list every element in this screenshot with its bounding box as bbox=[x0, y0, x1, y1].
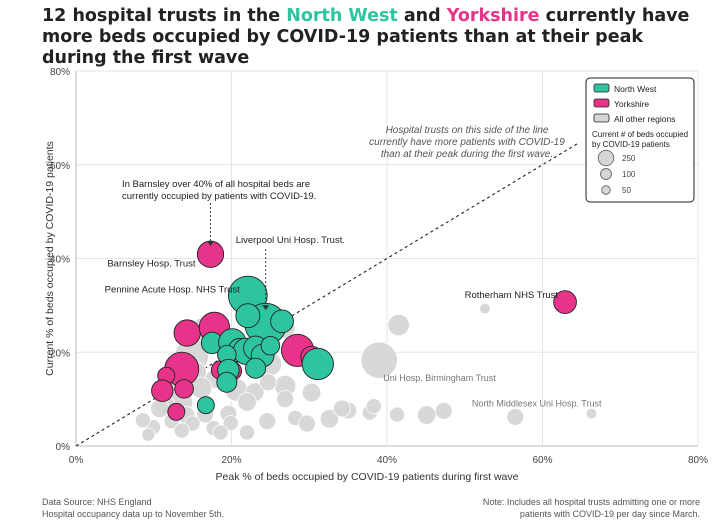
legend-size-label: 250 bbox=[622, 154, 636, 163]
data-point-other bbox=[150, 398, 170, 419]
data-point-other bbox=[259, 373, 277, 392]
y-tick-label: 40% bbox=[50, 255, 70, 266]
data-point-other bbox=[298, 414, 316, 433]
barnsley-note-line-1: In Barnsley over 40% of all hospital bed… bbox=[122, 179, 310, 190]
reference-line-note-2: currently have more patients with COVID-… bbox=[369, 137, 565, 148]
chart-title: 12 hospital trusts in the North West and… bbox=[42, 6, 712, 69]
reference-line-note-1: Hospital trusts on this side of the line bbox=[386, 125, 549, 136]
point-label: Rotherham NHS Trust bbox=[465, 290, 559, 301]
x-tick-label: 60% bbox=[532, 455, 552, 466]
scatter-chart: 0% 20% 40% 60% 80% 0% 20% 40% 60% 80% Peak % of be… bbox=[44, 67, 708, 483]
title-part-1: 12 hospital trusts in the bbox=[42, 6, 287, 26]
note-line-2: patients with COVID-19 per day since Mar… bbox=[519, 509, 700, 519]
y-tick-label: 60% bbox=[50, 161, 70, 172]
legend-label: All other regions bbox=[614, 114, 675, 124]
barnsley-note-line-2: currently occupied by patients with COVI… bbox=[122, 191, 316, 202]
data-point-other bbox=[258, 412, 277, 431]
liverpool-arrow-head bbox=[262, 305, 270, 311]
legend-swatch-yorkshire bbox=[593, 98, 610, 108]
data-point-other bbox=[506, 408, 525, 426]
data-point-yorkshire bbox=[174, 379, 194, 399]
y-axis-label: Current % of beds occupied by COVID-19 p… bbox=[44, 141, 56, 376]
data-point-other bbox=[416, 405, 437, 425]
legend-size-title-2: by COVID-19 patients bbox=[592, 140, 670, 149]
legend-label: Yorkshire bbox=[614, 99, 649, 109]
barnsley-arrow-head bbox=[207, 241, 215, 246]
data-point-other bbox=[237, 392, 257, 412]
x-tick-label: 0% bbox=[69, 455, 84, 466]
data-point-north-west bbox=[235, 303, 261, 329]
data-point-yorkshire bbox=[151, 379, 174, 402]
data-source: Data Source: NHS England Hospital occupa… bbox=[42, 496, 224, 520]
legend-size-circle bbox=[601, 185, 611, 195]
legend-swatch-other bbox=[593, 113, 610, 123]
data-point-north-west bbox=[260, 335, 281, 356]
data-point-north-west bbox=[216, 371, 238, 393]
data-point-other bbox=[389, 406, 406, 423]
title-part-3: currently have more beds occupied by COV… bbox=[42, 6, 690, 68]
data-point-other bbox=[319, 409, 340, 429]
data-point-other bbox=[173, 422, 190, 439]
footnote: Note: Includes all hospital trusts admit… bbox=[470, 496, 700, 520]
point-label: Liverpool Uni Hosp. Trust. bbox=[236, 235, 345, 246]
data-point-other bbox=[387, 313, 410, 337]
legend-size-circle bbox=[597, 149, 615, 167]
data-point-other bbox=[434, 401, 453, 420]
data-point-other bbox=[333, 399, 351, 418]
legend-box bbox=[585, 77, 695, 203]
legend-label: North West bbox=[614, 84, 657, 94]
data-point-other bbox=[134, 412, 151, 429]
data-point-north-west bbox=[196, 396, 215, 415]
data-point-north-west bbox=[245, 357, 267, 379]
y-tick-label: 80% bbox=[50, 67, 70, 78]
data-point-other bbox=[239, 424, 256, 441]
legend-swatch-north-west bbox=[593, 83, 610, 93]
source-line-2: Hospital occupancy data up to November 5… bbox=[42, 509, 225, 519]
x-tick-label: 20% bbox=[221, 455, 241, 466]
x-axis-label: Peak % of beds occupied by COVID-19 pati… bbox=[216, 471, 519, 483]
point-label: Barnsley Hosp. Trust bbox=[107, 258, 196, 269]
title-yorkshire: Yorkshire bbox=[446, 6, 540, 26]
y-tick-label: 0% bbox=[56, 442, 71, 453]
data-point-other bbox=[360, 341, 398, 379]
x-tick-label: 40% bbox=[377, 455, 397, 466]
data-point-other bbox=[365, 398, 382, 415]
data-point-yorkshire bbox=[167, 402, 186, 421]
data-point-other bbox=[222, 415, 239, 432]
legend-size-title-1: Current # of beds occupied bbox=[592, 130, 688, 139]
title-part-2: and bbox=[397, 6, 447, 26]
point-label: Uni Hosp. Birmingham Trust bbox=[383, 373, 496, 383]
data-point-north-west bbox=[301, 347, 334, 381]
data-point-north-west bbox=[270, 309, 294, 334]
data-point-yorkshire bbox=[553, 290, 577, 314]
x-tick-label: 80% bbox=[688, 455, 708, 466]
data-point-other bbox=[301, 382, 322, 403]
data-point-other bbox=[141, 427, 156, 442]
title-north-west: North West bbox=[286, 6, 398, 26]
note-line-1: Note: Includes all hospital trusts admit… bbox=[482, 497, 700, 507]
point-label: North Middlesex Uni Hosp. Trust bbox=[472, 399, 602, 409]
legend-size-label: 50 bbox=[622, 186, 631, 195]
legend-size-label: 100 bbox=[622, 170, 636, 179]
data-point-other bbox=[276, 390, 295, 409]
point-label: Pennine Acute Hosp. NHS Trust bbox=[105, 285, 241, 296]
y-tick-label: 20% bbox=[50, 348, 70, 359]
source-line-1: Data Source: NHS England bbox=[42, 497, 152, 507]
data-point-other bbox=[479, 302, 491, 315]
reference-line-note-3: than at their peak during the first wave… bbox=[381, 149, 553, 160]
data-point-other bbox=[585, 407, 598, 420]
data-point-other bbox=[212, 424, 229, 441]
data-point-yorkshire bbox=[173, 319, 201, 347]
legend-size-circle bbox=[600, 168, 612, 180]
